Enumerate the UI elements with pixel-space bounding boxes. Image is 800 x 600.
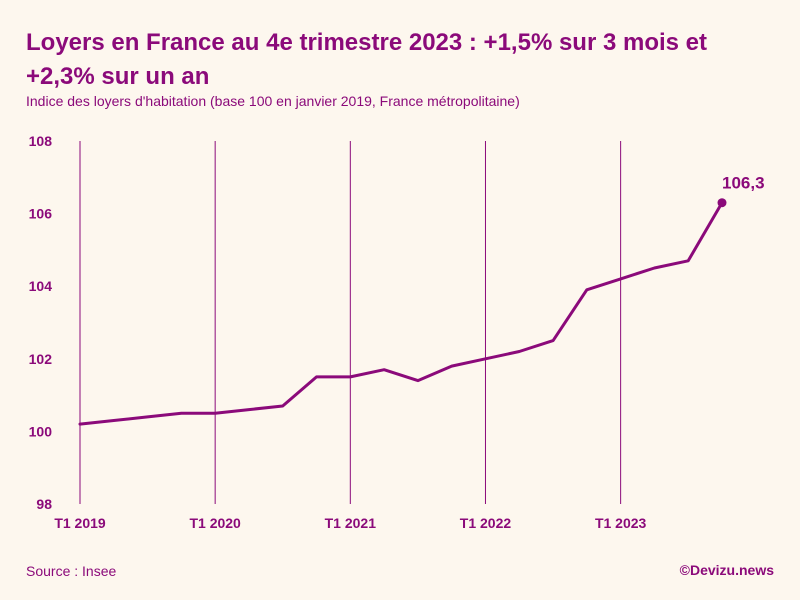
series-line: [78, 201, 724, 426]
vertical-gridlines: [79, 141, 622, 504]
credit-link[interactable]: ©Devizu.news: [679, 562, 774, 578]
y-axis: 98 100 102 104 106 108: [29, 133, 53, 512]
x-tick-label: T1 2020: [189, 515, 241, 531]
chart-title: Loyers en France au 4e trimestre 2023 : …: [26, 29, 707, 90]
source-note: Source : Insee: [26, 563, 117, 579]
end-point-marker: [717, 198, 727, 208]
y-tick-label: 104: [29, 278, 53, 294]
x-tick-label: T1 2021: [325, 515, 377, 531]
x-tick-label: T1 2023: [595, 515, 647, 531]
chart-subtitle: Indice des loyers d'habitation (base 100…: [26, 93, 520, 109]
x-tick-label: T1 2022: [460, 515, 512, 531]
y-tick-label: 100: [29, 423, 53, 439]
y-tick-label: 98: [36, 496, 52, 512]
y-tick-label: 108: [29, 133, 53, 149]
series-layer: 106,3: [78, 174, 765, 426]
x-axis: T1 2019 T1 2020 T1 2021 T1 2022 T1 2023: [54, 515, 646, 531]
x-tick-label: T1 2019: [54, 515, 106, 531]
end-value-label: 106,3: [722, 174, 765, 193]
y-tick-label: 106: [29, 206, 53, 222]
y-tick-label: 102: [29, 351, 53, 367]
